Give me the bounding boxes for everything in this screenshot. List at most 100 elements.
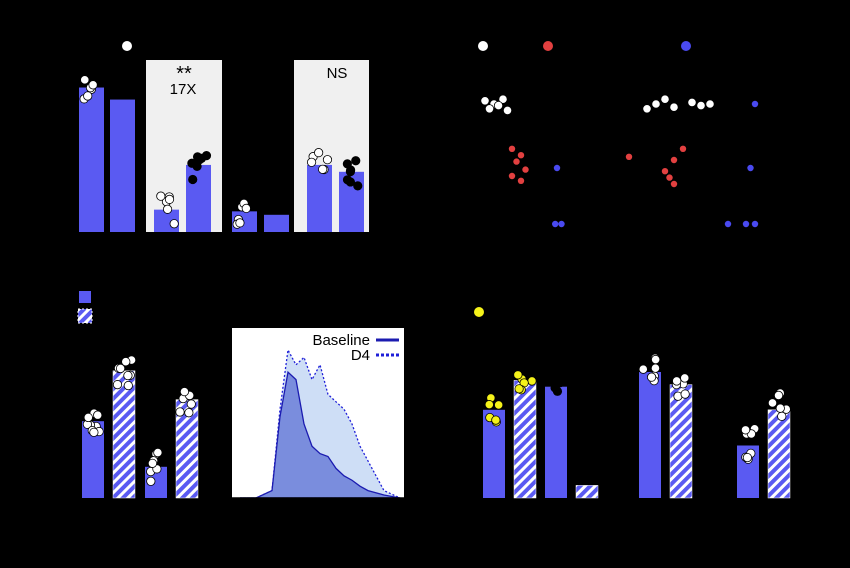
bar	[79, 87, 104, 233]
data-point	[494, 400, 504, 410]
data-point	[555, 378, 565, 388]
significance-label: **	[176, 63, 192, 85]
panel-top-right-scatter	[478, 41, 759, 228]
data-point	[93, 410, 103, 420]
data-point	[318, 164, 328, 174]
data-point	[491, 415, 501, 425]
scatter-point	[508, 145, 516, 152]
bar	[483, 409, 505, 498]
data-point	[314, 148, 324, 158]
data-point	[83, 412, 93, 423]
data-point	[742, 452, 752, 463]
bar	[575, 485, 599, 499]
data-point	[175, 407, 185, 417]
data-point	[123, 370, 133, 381]
data-point	[88, 80, 98, 90]
scatter-point	[651, 99, 661, 109]
data-point	[351, 156, 361, 166]
bar	[82, 421, 104, 498]
bar	[513, 380, 537, 499]
scatter-point	[724, 220, 732, 228]
data-point	[680, 389, 690, 399]
data-point	[156, 191, 166, 201]
data-point	[322, 155, 333, 165]
data-point	[80, 75, 90, 85]
data-point	[147, 458, 158, 468]
data-point	[484, 400, 494, 410]
legend-marker-white	[122, 41, 132, 51]
scatter-point	[625, 153, 633, 160]
data-point	[775, 403, 785, 413]
scatter-point	[660, 94, 670, 104]
scatter-point	[669, 102, 679, 112]
scatter-point	[747, 164, 754, 172]
bar	[669, 384, 693, 499]
data-point	[680, 373, 690, 383]
data-point	[342, 175, 353, 185]
data-point	[650, 363, 661, 373]
scatter-point	[679, 145, 687, 152]
scatter-point	[480, 96, 490, 106]
data-point	[235, 218, 245, 228]
legend-marker-red	[543, 41, 553, 51]
data-point	[513, 370, 523, 380]
panel-top-left-bar-chart: ** 17X NS	[79, 41, 369, 233]
scatter-point	[558, 220, 565, 228]
data-point	[651, 354, 661, 365]
scatter-point	[661, 168, 669, 175]
data-point	[194, 155, 204, 165]
data-point	[169, 219, 179, 229]
scatter-point	[513, 158, 520, 165]
scatter-point	[517, 177, 525, 184]
bar	[264, 214, 289, 232]
scatter-point	[508, 172, 516, 180]
data-point	[115, 363, 126, 374]
bar	[112, 370, 136, 499]
panel-bottom-middle-histogram: Baseline D4	[232, 328, 405, 505]
data-point	[527, 376, 537, 386]
scatter-point	[742, 220, 750, 228]
legend-d4-label: D4	[351, 347, 370, 364]
legend-marker-yellow	[474, 307, 484, 317]
fold-change-label: 17X	[170, 81, 197, 98]
data-point	[353, 181, 363, 191]
scatter-point	[498, 94, 508, 104]
data-point	[672, 376, 682, 386]
scatter-point	[670, 180, 678, 188]
scatter-point	[493, 101, 504, 111]
data-point	[153, 447, 163, 458]
data-point	[146, 476, 156, 486]
data-point	[112, 380, 123, 390]
bar	[307, 164, 332, 232]
data-point	[514, 384, 524, 394]
scatter-point	[751, 220, 759, 228]
data-point	[552, 386, 563, 396]
data-point	[306, 157, 317, 167]
bar	[110, 99, 135, 232]
data-point	[777, 411, 787, 421]
data-point	[186, 399, 196, 409]
data-point	[241, 203, 251, 214]
bar	[639, 372, 661, 498]
legend-marker-blue	[681, 41, 691, 51]
scatter-point	[552, 220, 559, 228]
legend-baseline-label: Baseline	[312, 332, 370, 349]
bar	[186, 164, 211, 232]
scatter-point	[696, 101, 706, 111]
data-point	[121, 357, 131, 367]
scatter-point	[502, 105, 513, 116]
scatter-point	[553, 164, 561, 172]
data-point	[342, 159, 352, 169]
scatter-point	[670, 156, 678, 164]
histogram-area-baseline	[240, 370, 401, 498]
scatter-point	[751, 100, 759, 108]
legend-hatched-swatch	[77, 308, 93, 324]
scatter-point	[484, 104, 495, 114]
scatter-point	[642, 104, 652, 114]
data-point	[767, 398, 778, 408]
bar	[545, 386, 567, 498]
scatter-point	[705, 99, 715, 109]
data-point	[773, 390, 784, 401]
panel-bottom-right-bar-chart	[483, 353, 791, 499]
